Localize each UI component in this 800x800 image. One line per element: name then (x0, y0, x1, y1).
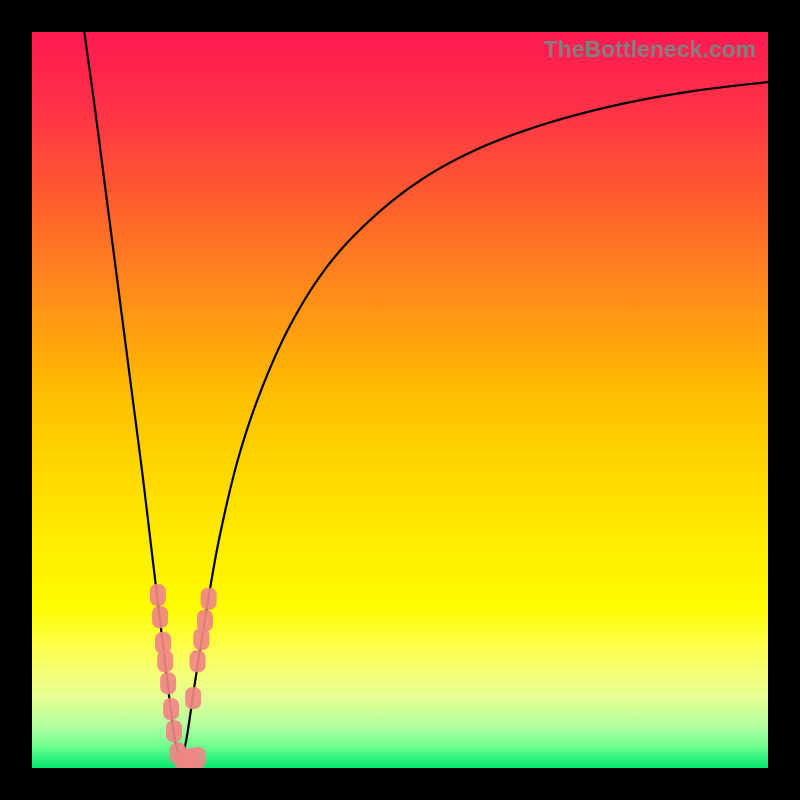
data-marker (201, 588, 217, 610)
data-marker (197, 610, 213, 632)
data-marker (185, 687, 201, 709)
plot-area: TheBottleneck.com (32, 32, 768, 768)
data-marker (190, 747, 206, 768)
watermark-text: TheBottleneck.com (544, 36, 756, 63)
data-marker (150, 584, 166, 606)
data-marker (190, 650, 206, 672)
chart-svg (32, 32, 768, 768)
gradient-background (32, 32, 768, 768)
data-marker (157, 650, 173, 672)
data-marker (152, 606, 168, 628)
data-marker (163, 698, 179, 720)
data-marker (160, 672, 176, 694)
chart-frame: TheBottleneck.com (0, 0, 800, 800)
data-marker (166, 720, 182, 742)
